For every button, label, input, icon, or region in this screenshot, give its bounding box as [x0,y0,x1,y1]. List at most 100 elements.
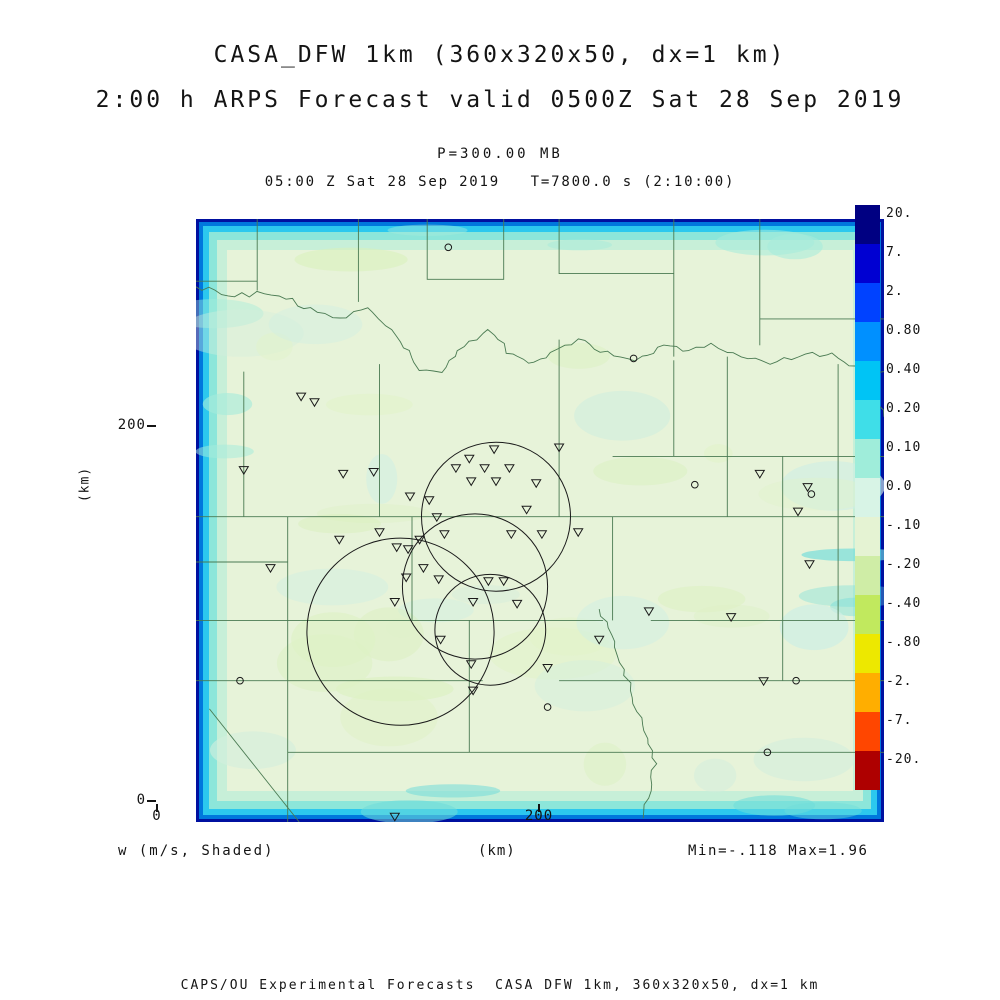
colorbar-block [855,322,880,361]
shading-blob [255,332,293,361]
colorbar-tick-label: 0.10 [886,440,922,455]
colorbar-tick-label: -2. [886,674,913,689]
edge-shading-blob [202,393,252,416]
station-circle-marker [543,703,551,711]
station-triangle-marker [308,398,320,408]
min-max-label: Min=-.118 Max=1.96 [688,843,869,859]
colorbar-tick-label: 0.80 [886,323,922,338]
shading-blob [488,627,617,680]
station-triangle-marker [450,464,461,474]
colorbar-block [855,712,880,751]
colorbar-block [855,361,880,400]
county-boundary [426,219,504,280]
station-circle-marker [629,354,637,363]
station-circle-marker [763,748,771,757]
edge-shading-blob [714,229,814,256]
station-triangle-marker [417,564,429,574]
county-boundary [208,708,300,823]
map-canvas [164,219,910,824]
station-triangle-marker [337,469,349,479]
station-triangle-marker [757,677,769,687]
station-triangle-marker [465,660,477,670]
station-triangle-marker [541,664,553,673]
station-triangle-marker [388,598,400,607]
colorbar-tick-label: 0.0 [886,479,913,494]
station-triangle-marker [643,607,654,617]
y-axis-unit-label: (km) [77,466,93,503]
shading-blob [534,660,635,712]
station-triangle-marker [488,445,500,455]
plot-subtitle: 2:00 h ARPS Forecast valid 0500Z Sat 28 … [95,87,905,113]
shading-blob [339,688,438,747]
station-triangle-marker [413,535,425,545]
station-triangle-marker [432,575,444,585]
station-triangle-marker [536,530,547,540]
colorbar-block [855,634,880,673]
edge-shading-blob [800,548,907,562]
station-triangle-marker [423,496,435,506]
station-triangle-marker [497,577,509,587]
station-triangle-marker [503,464,515,474]
colorbar-block [855,517,880,556]
station-circle-marker [791,676,800,685]
station-triangle-marker [400,573,412,583]
colorbar-labels: 20. 7. 2. 0.80 0.40 0.20 0.10 0.0 -.10 -.20 -.40 -.… [886,205,944,790]
shading-blob [753,737,854,782]
station-triangle-marker [367,468,379,477]
colorbar-tick-label: 0.40 [886,362,922,377]
shading-blob [297,514,381,534]
shading-blob [451,585,520,605]
station-triangle-marker [388,812,400,822]
shading-blob [547,342,610,369]
station-triangle-marker [572,528,584,538]
shading-blob [385,617,418,638]
edge-shading-blob [783,802,862,820]
radar-range-ring [433,573,546,686]
colorbar-tick-label: 20. [886,206,913,221]
station-triangle-marker [505,530,517,540]
shading-blob [365,454,397,504]
station-triangle-marker [430,513,442,523]
colorbar-tick-label: -.40 [886,596,922,611]
station-triangle-marker [295,392,307,402]
station-triangle-marker [465,477,477,487]
colorbar-block [855,400,880,439]
station-triangle-marker [478,464,490,474]
colorbar-tick-label: -.10 [886,518,922,533]
county-boundary [558,219,674,275]
station-triangle-marker [753,469,765,479]
x-tick-mark [538,804,540,812]
station-triangle-marker [725,613,737,623]
shading-blob [209,731,296,769]
radar-range-ring [401,513,548,660]
colorbar-tick-label: 7. [886,245,904,260]
x-tick-mark [156,804,158,812]
station-triangle-marker [593,635,605,645]
station-triangle-marker [490,477,501,487]
station-triangle-marker [553,443,565,453]
station-circle-marker [690,480,699,489]
colorbar [855,205,880,790]
shaded-field-label: w (m/s, Shaded) [118,843,275,859]
edge-shading-blob [546,239,612,251]
station-triangle-marker [467,686,479,696]
station-triangle-marker [530,479,542,489]
colorbar-block [855,283,880,322]
station-triangle-marker [801,483,813,493]
shading-blob [592,456,687,486]
shading-blob [335,676,454,702]
x-axis-unit-label: (km) [478,843,516,859]
shading-blob [275,568,388,606]
colorbar-block [855,244,880,283]
station-triangle-marker [438,530,450,540]
station-triangle-marker [482,577,494,587]
shading-blob [268,304,362,345]
valid-time-label: 05:00 Z Sat 28 Sep 2019 T=7800.0 s (2:10… [264,174,736,190]
station-triangle-marker [511,599,523,609]
shading-blob [316,503,431,524]
station-triangle-marker [373,528,385,538]
station-triangle-marker [467,598,479,607]
station-circle-marker [235,676,244,685]
edge-shading-blob [360,800,458,824]
